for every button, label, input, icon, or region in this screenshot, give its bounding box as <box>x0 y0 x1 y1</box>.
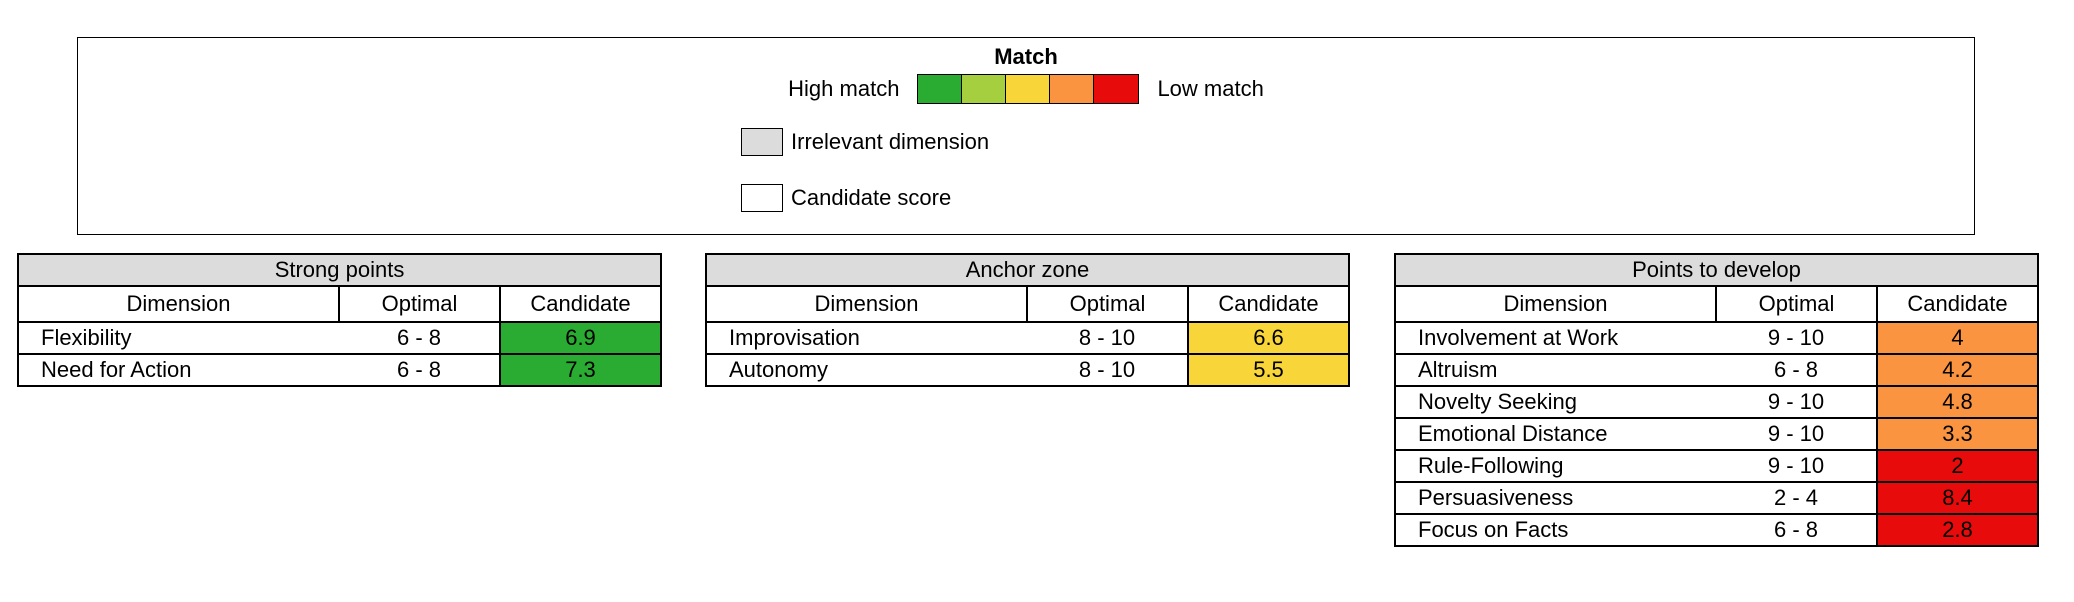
match-scale-row: High match Low match <box>78 74 1974 104</box>
column-header-optimal: Optimal <box>338 285 501 323</box>
match-color-scale <box>917 74 1140 104</box>
table-row: Emotional Distance 9 - 10 3.3 <box>1394 417 2040 451</box>
dimension-cell: Emotional Distance <box>1394 417 1716 451</box>
column-header-optimal: Optimal <box>1715 285 1878 323</box>
legend-title: Match <box>994 44 1058 69</box>
dimension-cell: Rule-Following <box>1394 449 1716 483</box>
optimal-range-cell: 9 - 10 <box>1716 321 1877 355</box>
table-row: Involvement at Work 9 - 10 4 <box>1394 321 2040 355</box>
table-row: Focus on Facts 6 - 8 2.8 <box>1394 513 2040 547</box>
column-header-candidate: Candidate <box>1875 285 2040 323</box>
dimension-cell: Involvement at Work <box>1394 321 1716 355</box>
irrelevant-label: Irrelevant dimension <box>791 129 990 154</box>
zone-title: Points to develop <box>1393 253 2040 287</box>
table-row: Persuasiveness 2 - 4 8.4 <box>1394 481 2040 515</box>
candidate-swatch <box>741 184 783 212</box>
optimal-range-cell: 9 - 10 <box>1716 417 1877 451</box>
optimal-range-cell: 9 - 10 <box>1716 449 1877 483</box>
column-header-dimension: Dimension <box>705 285 1028 323</box>
candidate-score-cell: 6.6 <box>1187 321 1350 355</box>
scale-swatch <box>1094 75 1139 103</box>
optimal-range-cell: 6 - 8 <box>339 353 500 387</box>
optimal-range-cell: 9 - 10 <box>1716 385 1877 419</box>
candidate-score-cell: 4 <box>1875 321 2040 355</box>
low-match-label: Low match <box>1157 76 1264 101</box>
irrelevant-swatch <box>741 128 783 156</box>
optimal-range-cell: 2 - 4 <box>1716 481 1877 515</box>
candidate-score-cell: 7.3 <box>498 353 663 387</box>
dimension-cell: Focus on Facts <box>1394 513 1716 547</box>
scale-swatch <box>962 75 1007 103</box>
high-match-label: High match <box>788 76 900 101</box>
zone-title: Anchor zone <box>705 253 1350 287</box>
dimension-cell: Improvisation <box>705 321 1027 355</box>
scale-swatch <box>1006 75 1051 103</box>
candidate-score-cell: 2 <box>1875 449 2040 483</box>
table-row: Flexibility 6 - 8 6.9 <box>17 321 663 355</box>
column-header-optimal: Optimal <box>1026 285 1189 323</box>
optimal-range-cell: 8 - 10 <box>1027 353 1188 387</box>
zone-strong-points: Strong points Dimension Optimal Candidat… <box>16 253 663 387</box>
zone-points-to-develop: Points to develop Dimension Optimal Cand… <box>1393 253 2040 547</box>
column-header-dimension: Dimension <box>1394 285 1717 323</box>
anchor-zone-table: Anchor zone Dimension Optimal Candidate … <box>705 253 1350 387</box>
dimension-cell: Autonomy <box>705 353 1027 387</box>
optimal-range-cell: 6 - 8 <box>1716 513 1877 547</box>
dimension-cell: Need for Action <box>17 353 339 387</box>
candidate-score-cell: 8.4 <box>1875 481 2040 515</box>
table-row: Altruism 6 - 8 4.2 <box>1394 353 2040 387</box>
candidate-score-cell: 4.2 <box>1875 353 2040 387</box>
legend-box: Match High match Low match Irrelevant di… <box>77 37 1975 235</box>
strong-points-table: Strong points Dimension Optimal Candidat… <box>16 253 663 387</box>
candidate-score-cell: 6.9 <box>498 321 663 355</box>
candidate-score-cell: 4.8 <box>1875 385 2040 419</box>
table-row: Rule-Following 9 - 10 2 <box>1394 449 2040 483</box>
points-to-develop-table: Points to develop Dimension Optimal Cand… <box>1393 253 2040 547</box>
candidate-score-cell: 2.8 <box>1875 513 2040 547</box>
dimension-cell: Novelty Seeking <box>1394 385 1716 419</box>
column-header-dimension: Dimension <box>17 285 340 323</box>
candidate-score-cell: 3.3 <box>1875 417 2040 451</box>
dimension-cell: Flexibility <box>17 321 339 355</box>
scale-swatch <box>1050 75 1095 103</box>
table-row: Autonomy 8 - 10 5.5 <box>705 353 1350 387</box>
table-row: Novelty Seeking 9 - 10 4.8 <box>1394 385 2040 419</box>
zone-title: Strong points <box>16 253 663 287</box>
table-row: Need for Action 6 - 8 7.3 <box>17 353 663 387</box>
column-header-candidate: Candidate <box>498 285 663 323</box>
scale-swatch <box>918 75 963 103</box>
candidate-label: Candidate score <box>791 185 952 210</box>
table-row: Improvisation 8 - 10 6.6 <box>705 321 1350 355</box>
column-header-candidate: Candidate <box>1187 285 1350 323</box>
zone-anchor: Anchor zone Dimension Optimal Candidate … <box>705 253 1350 387</box>
candidate-score-cell: 5.5 <box>1187 353 1350 387</box>
optimal-range-cell: 8 - 10 <box>1027 321 1188 355</box>
dimension-cell: Altruism <box>1394 353 1716 387</box>
optimal-range-cell: 6 - 8 <box>339 321 500 355</box>
dimension-cell: Persuasiveness <box>1394 481 1716 515</box>
legend-irrelevant: Irrelevant dimension <box>741 128 989 156</box>
legend-candidate: Candidate score <box>741 184 951 212</box>
optimal-range-cell: 6 - 8 <box>1716 353 1877 387</box>
